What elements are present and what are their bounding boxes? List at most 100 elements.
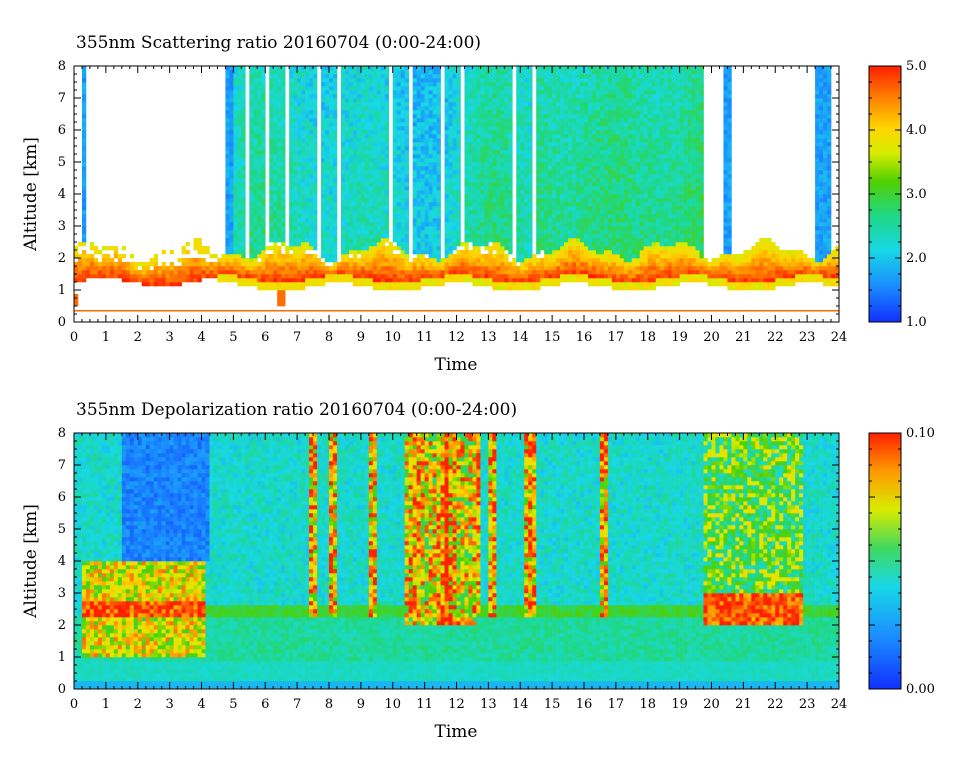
heatmap-cell [321, 130, 325, 134]
heatmap-cell [572, 162, 576, 166]
heatmap-cell [369, 182, 373, 186]
heatmap-cell [345, 166, 349, 170]
heatmap-cell [413, 150, 417, 154]
heatmap-cell [516, 122, 520, 126]
heatmap-cell [106, 274, 110, 278]
heatmap-cell [413, 70, 417, 74]
heatmap-cell [373, 158, 377, 162]
heatmap-cell [241, 282, 245, 286]
heatmap-cell [433, 162, 437, 166]
heatmap-cell [433, 114, 437, 118]
heatmap-cell [269, 130, 273, 134]
heatmap-cell [472, 190, 476, 194]
heatmap-cell [548, 170, 552, 174]
heatmap-cell [484, 110, 488, 114]
heatmap-cell [401, 286, 405, 290]
heatmap-cell [528, 114, 532, 118]
heatmap-cell [437, 178, 441, 182]
heatmap-cell [397, 154, 401, 158]
heatmap-cell [82, 274, 86, 278]
heatmap-cell [425, 186, 429, 190]
heatmap-cell [445, 266, 449, 270]
heatmap-cell [313, 218, 317, 222]
heatmap-cell [249, 222, 253, 226]
heatmap-cell [297, 186, 301, 190]
heatmap-cell [277, 82, 281, 86]
heatmap-cell [572, 186, 576, 190]
heatmap-cell [556, 170, 560, 174]
heatmap-cell [500, 282, 504, 286]
heatmap-cell [417, 230, 421, 234]
heatmap-cell [345, 190, 349, 194]
heatmap-cell [341, 118, 345, 122]
heatmap-cell [520, 178, 524, 182]
heatmap-cell [560, 162, 564, 166]
heatmap-cell [512, 274, 516, 278]
heatmap-cell [492, 122, 496, 126]
heatmap-cell [82, 142, 86, 146]
heatmap-cell [449, 262, 453, 266]
heatmap-cell [385, 158, 389, 162]
heatmap-cell [281, 118, 285, 122]
heatmap-cell [488, 226, 492, 230]
heatmap-cell [357, 222, 361, 226]
heatmap-cell [345, 86, 349, 90]
heatmap-cell [564, 86, 568, 90]
heatmap-cell [596, 258, 600, 262]
heatmap-cell [381, 190, 385, 194]
heatmap-cell [584, 182, 588, 186]
heatmap-cell [369, 258, 373, 262]
heatmap-cell [361, 218, 365, 222]
heatmap-cell [301, 278, 305, 282]
heatmap-cell [592, 90, 596, 94]
heatmap-cell [281, 202, 285, 206]
heatmap-cell [365, 182, 369, 186]
heatmap-cell [584, 122, 588, 126]
heatmap-cell [437, 158, 441, 162]
heatmap-cell [449, 270, 453, 274]
heatmap-cell [281, 110, 285, 114]
heatmap-cell [524, 226, 528, 230]
heatmap-cell [576, 214, 580, 218]
heatmap-cell [126, 278, 130, 282]
heatmap-cell [564, 158, 568, 162]
heatmap-cell [540, 234, 544, 238]
heatmap-cell [213, 262, 217, 266]
heatmap-cell [361, 162, 365, 166]
heatmap-cell [552, 210, 556, 214]
heatmap-cell [437, 106, 441, 110]
heatmap-cell [584, 174, 588, 178]
heatmap-cell [548, 82, 552, 86]
heatmap-cell [584, 78, 588, 82]
heatmap-cell [488, 194, 492, 198]
heatmap-cell [548, 130, 552, 134]
heatmap-cell [516, 94, 520, 98]
heatmap-cell [229, 142, 233, 146]
heatmap-cell [237, 78, 241, 82]
heatmap-cell [405, 130, 409, 134]
heatmap-cell [564, 218, 568, 222]
heatmap-cell [198, 242, 202, 246]
heatmap-cell [305, 226, 309, 230]
heatmap-cell [592, 234, 596, 238]
heatmap-cell [413, 198, 417, 202]
heatmap-cell [405, 134, 409, 138]
heatmap-cell [500, 198, 504, 202]
heatmap-cell [476, 174, 480, 178]
heatmap-cell [357, 102, 361, 106]
heatmap-cell [365, 254, 369, 258]
heatmap-cell [361, 206, 365, 210]
heatmap-cell [381, 210, 385, 214]
heatmap-cell [353, 166, 357, 170]
heatmap-cell [289, 118, 293, 122]
heatmap-cell [305, 90, 309, 94]
heatmap-cell [281, 158, 285, 162]
heatmap-cell [393, 198, 397, 202]
heatmap-cell [261, 186, 265, 190]
heatmap-cell [445, 190, 449, 194]
heatmap-cell [457, 250, 461, 254]
heatmap-cell [393, 270, 397, 274]
heatmap-cell [476, 230, 480, 234]
heatmap-cell [421, 162, 425, 166]
heatmap-cell [365, 154, 369, 158]
